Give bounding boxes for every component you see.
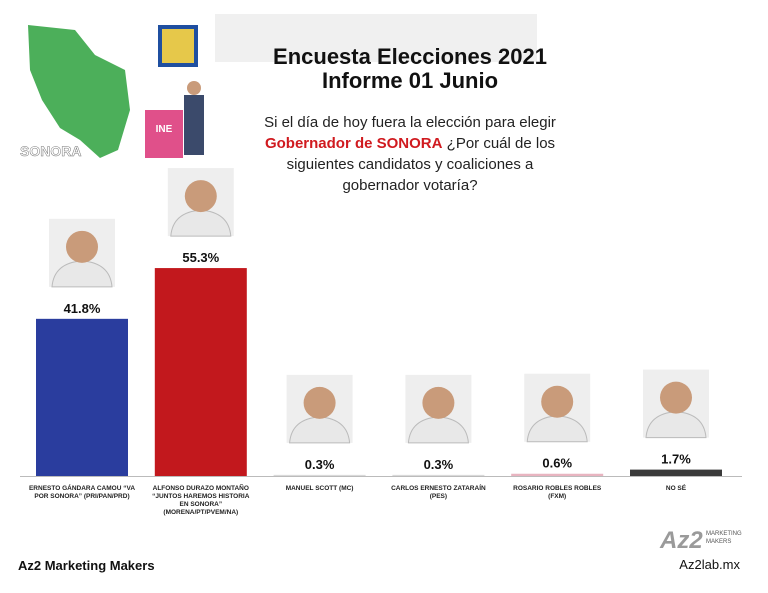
category-label: (MORENA/PT/PVEM/NA) [163,509,238,516]
category-label: (FXM) [548,493,566,500]
question-highlight: Gobernador de SONORA [265,135,443,152]
question-line: Si el día de hoy fuera la elección para … [264,114,556,131]
shield-inner [162,29,194,63]
footer-right: Az2lab.mx [679,557,740,572]
category-label: ERNESTO GÁNDARA CAMOU “VA [29,483,135,492]
bar [630,469,722,476]
map [28,25,130,158]
category-label: (PES) [430,493,447,500]
logo-text: MARKETING [706,531,742,537]
category-label: MANUEL SCOTT (MC) [286,485,354,492]
category-label: “JUNTOS HAREMOS HISTORIA [152,493,250,500]
chart-title: Encuesta Elecciones 2021 [273,44,547,69]
bar [511,473,604,476]
bar [36,318,128,476]
photo-head [422,386,455,419]
map-label: SONORA [20,143,81,159]
value-label: 1.7% [661,452,691,467]
category-label: EN SONORA” [179,501,222,508]
footer-left: Az2 Marketing Makers [18,558,155,573]
voter-head [187,81,201,95]
logo-mark: Az2 [659,527,703,554]
value-label: 55.3% [182,250,219,265]
question-line: gobernador votaría? [342,177,477,194]
photo-head [66,230,98,263]
value-label: 0.3% [424,457,454,472]
photo-head [660,381,692,414]
value-label: 41.8% [64,301,101,316]
value-label: 0.3% [305,457,335,472]
category-label: NO SÉ [666,483,687,492]
category-label: CARLOS ERNESTO ZATARAÍN [391,483,486,492]
value-label: 0.6% [542,456,572,471]
logo-text: MAKERS [706,539,731,545]
bar [273,474,366,476]
voter [184,95,204,155]
question-line: siguientes candidatos y coaliciones a [287,156,534,173]
header-band [215,14,537,62]
ballot-box [145,110,183,158]
photo-head [541,385,574,418]
photo-head [303,386,336,419]
bar [392,474,485,476]
category-label: ROSARIO ROBLES ROBLES [513,485,602,492]
category-label: POR SONORA” (PRI/PAN/PRD) [34,493,129,500]
question-line: Gobernador de SONORA ¿Por cuál de los [265,135,555,152]
photo-head [184,180,217,213]
bar [154,268,247,476]
ballot-label: INE [156,124,173,135]
question-line: ¿Por cuál de los [447,135,555,152]
chart-subtitle: Informe 01 Junio [322,68,498,93]
category-label: ALFONSO DURAZO MONTAÑO [153,483,249,492]
